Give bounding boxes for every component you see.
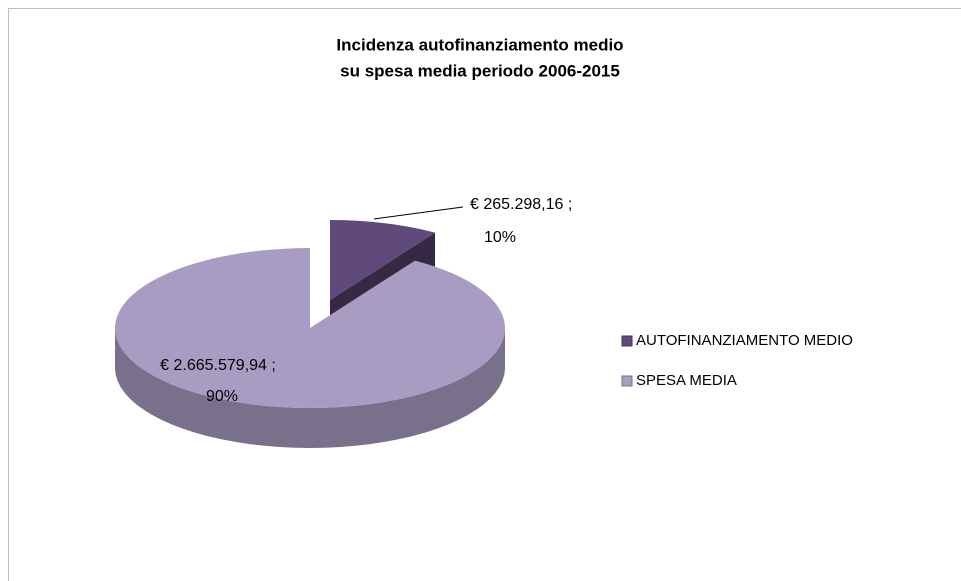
- data-label: 90%: [206, 388, 238, 405]
- leader-line: [373, 206, 464, 220]
- slice: [330, 220, 436, 300]
- data-label: € 2.665.579,94 ;: [160, 357, 276, 374]
- legend-label: SPESA MEDIA: [636, 372, 737, 389]
- slice: [115, 248, 506, 408]
- chart-title: Incidenza autofinanziamento medio: [336, 35, 623, 54]
- slice-side: [115, 328, 505, 448]
- legend-label: AUTOFINANZIAMENTO MEDIO: [636, 332, 853, 349]
- legend-swatch: [621, 335, 633, 347]
- legend-swatch: [621, 375, 633, 387]
- chart-title: su spesa media periodo 2006-2015: [340, 61, 620, 80]
- data-label: 10%: [484, 229, 516, 246]
- data-label: € 265.298,16 ;: [470, 196, 572, 213]
